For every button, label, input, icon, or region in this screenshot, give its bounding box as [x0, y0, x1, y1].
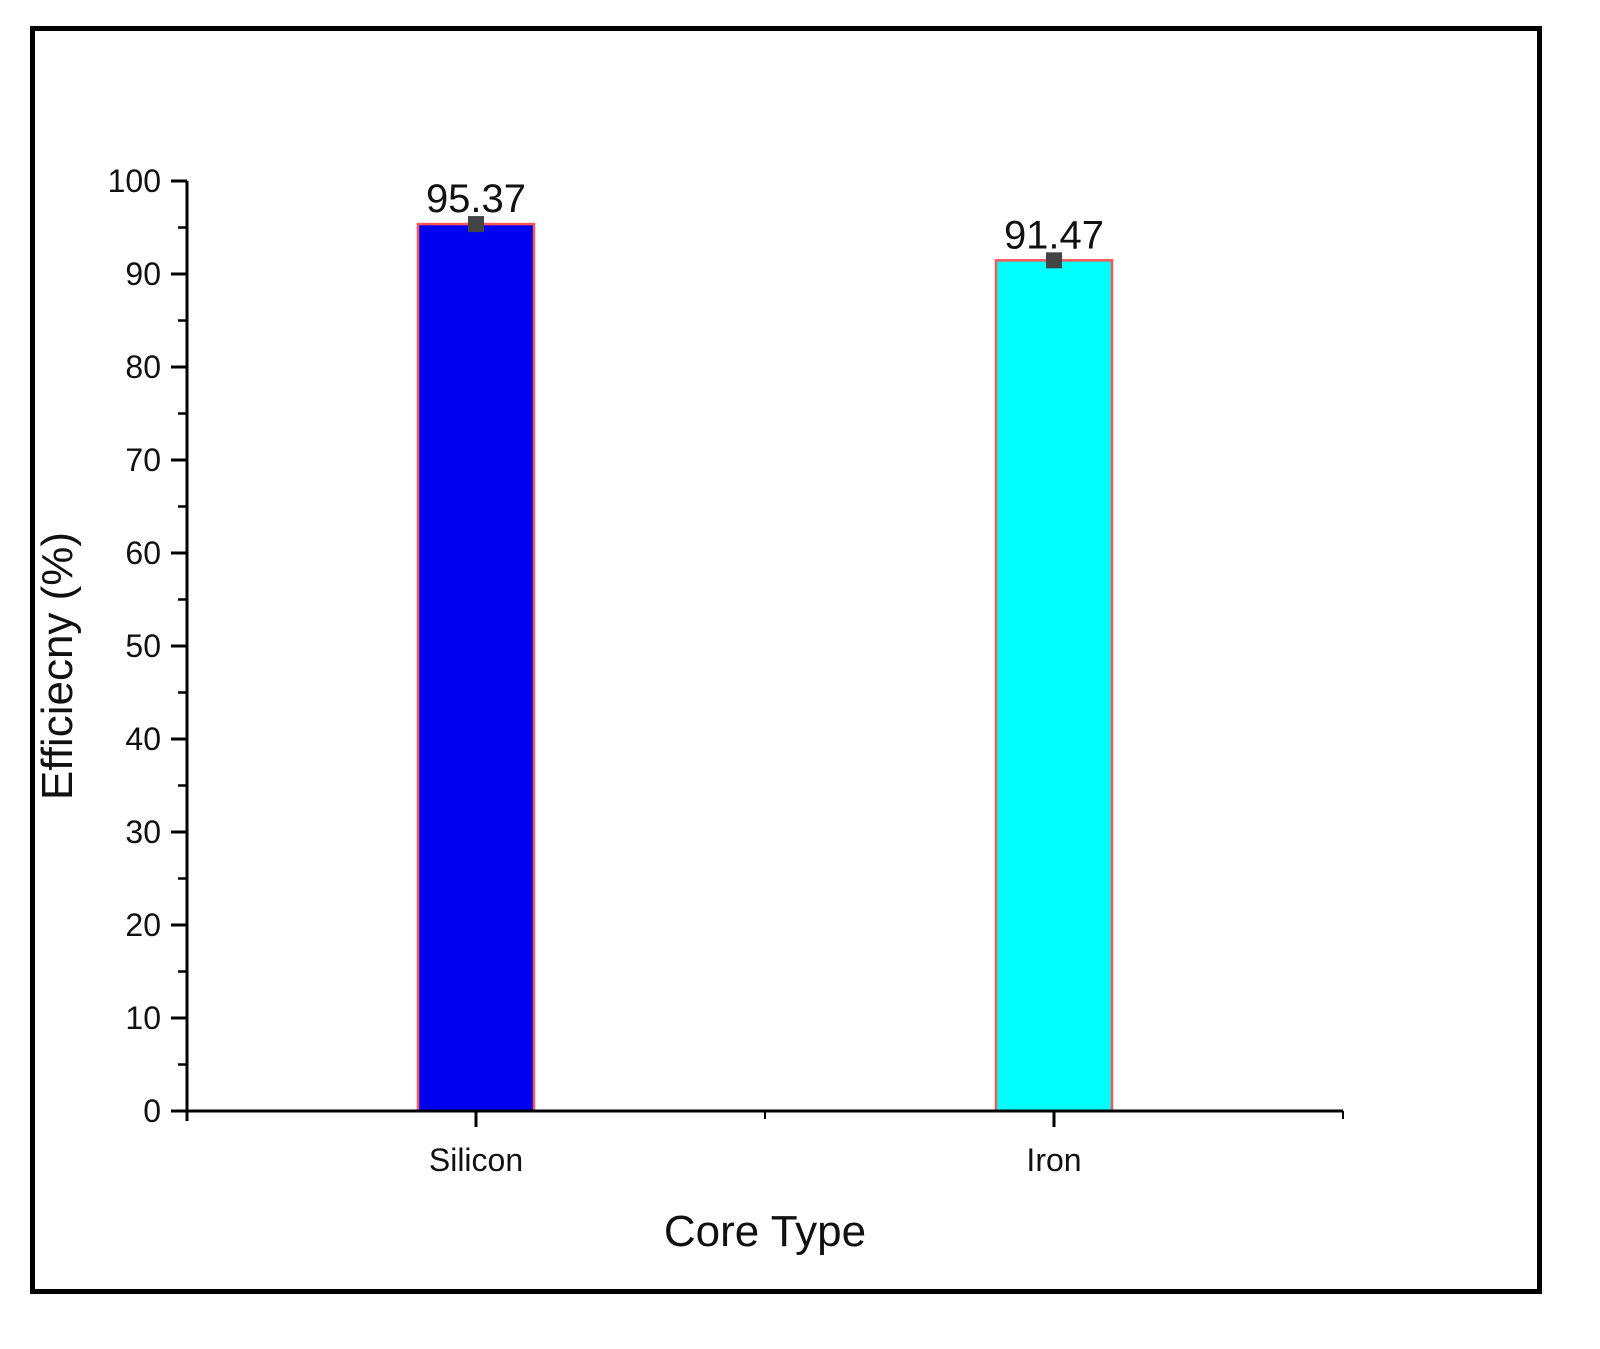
y-axis-title: Efficiecny (%): [33, 532, 82, 800]
y-tick-label-40: 40: [125, 721, 161, 757]
y-tick-label-60: 60: [125, 535, 161, 571]
y-tick-label-100: 100: [108, 163, 161, 199]
y-tick-label-20: 20: [125, 907, 161, 943]
y-tick-label-50: 50: [125, 628, 161, 664]
figure-frame: [30, 26, 1542, 1294]
x-axis-title: Core Type: [664, 1207, 866, 1256]
y-tick-label-80: 80: [125, 349, 161, 385]
x-tick-label-silicon: Silicon: [429, 1142, 523, 1178]
bar-silicon: [416, 222, 536, 1113]
marker-iron: [1046, 252, 1062, 269]
y-tick-label-30: 30: [125, 814, 161, 850]
y-tick-label-90: 90: [125, 256, 161, 292]
y-tick-label-70: 70: [125, 442, 161, 478]
x-tick-label-iron: Iron: [1026, 1142, 1081, 1178]
y-tick-label-10: 10: [125, 1000, 161, 1036]
y-tick-label-0: 0: [143, 1093, 161, 1129]
marker-silicon: [468, 216, 484, 233]
bar-iron: [994, 259, 1114, 1113]
data-label-iron: 91.47: [1004, 213, 1104, 257]
data-label-silicon: 95.37: [426, 177, 526, 221]
